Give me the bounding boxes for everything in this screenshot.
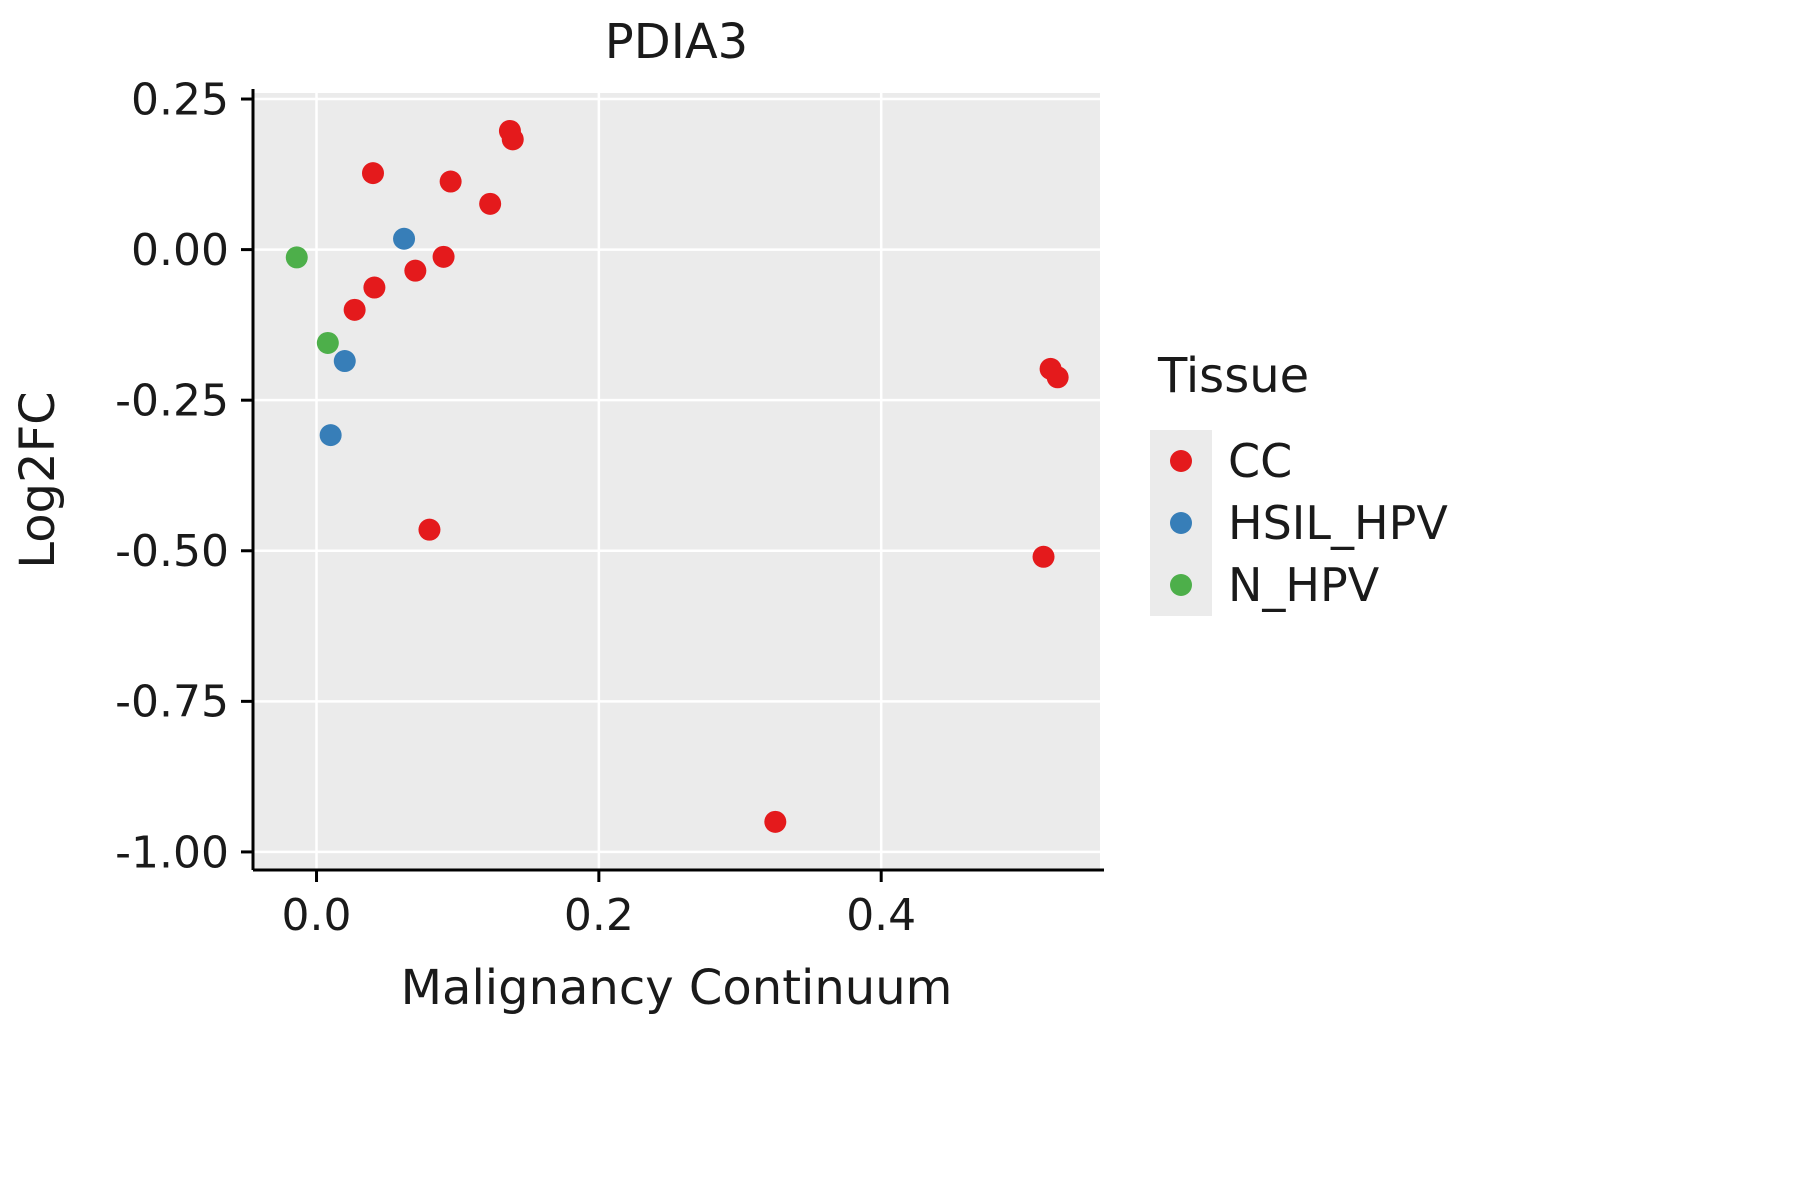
legend-item-hsil-hpv: HSIL_HPV bbox=[1150, 492, 1710, 554]
data-point-cc bbox=[479, 192, 502, 215]
x-tick-label: 0.0 bbox=[282, 890, 352, 941]
legend-key-box bbox=[1150, 430, 1212, 492]
panel-background bbox=[253, 93, 1100, 870]
legend-title: Tissue bbox=[1158, 348, 1310, 404]
y-tick-label: -0.75 bbox=[115, 677, 229, 728]
data-point-hsil_hpv bbox=[333, 350, 356, 373]
legend-label-n-hpv: N_HPV bbox=[1228, 558, 1380, 612]
hsil-hpv-dot-icon bbox=[1170, 512, 1192, 534]
y-tick-label: 0.25 bbox=[131, 74, 229, 125]
legend-label-hsil-hpv: HSIL_HPV bbox=[1228, 496, 1448, 550]
cc-dot-icon bbox=[1170, 450, 1192, 472]
legend-item-n-hpv: N_HPV bbox=[1150, 554, 1710, 616]
chart-title: PDIA3 bbox=[604, 14, 749, 70]
n-hpv-dot-icon bbox=[1170, 574, 1192, 596]
data-point-cc bbox=[764, 810, 787, 833]
legend-label-cc: CC bbox=[1228, 434, 1293, 488]
data-point-cc bbox=[361, 162, 384, 185]
data-point-n_hpv bbox=[285, 246, 308, 269]
data-point-cc bbox=[363, 276, 386, 299]
data-point-hsil_hpv bbox=[393, 227, 416, 250]
data-point-hsil_hpv bbox=[319, 424, 342, 447]
legend: Tissue CC HSIL_HPV N_HPV bbox=[1150, 348, 1710, 616]
legend-key-box bbox=[1150, 492, 1212, 554]
data-point-cc bbox=[343, 298, 366, 321]
data-point-n_hpv bbox=[316, 331, 339, 354]
y-axis-title: Log2FC bbox=[10, 391, 66, 569]
x-tick-label: 0.4 bbox=[846, 890, 916, 941]
y-tick-label: -1.00 bbox=[115, 827, 229, 878]
legend-key-box bbox=[1150, 554, 1212, 616]
x-tick-label: 0.2 bbox=[564, 890, 634, 941]
data-point-cc bbox=[1032, 545, 1055, 568]
legend-item-cc: CC bbox=[1150, 430, 1710, 492]
data-point-cc bbox=[432, 245, 455, 268]
data-point-cc bbox=[418, 518, 441, 541]
x-axis-title: Malignancy Continuum bbox=[400, 960, 953, 1016]
data-point-cc bbox=[439, 170, 462, 193]
y-tick-label: -0.50 bbox=[115, 526, 229, 577]
y-tick-label: 0.00 bbox=[131, 225, 229, 276]
y-tick-label: -0.25 bbox=[115, 376, 229, 427]
data-point-cc bbox=[501, 128, 524, 151]
data-point-cc bbox=[404, 259, 427, 282]
data-point-cc bbox=[1046, 366, 1069, 389]
